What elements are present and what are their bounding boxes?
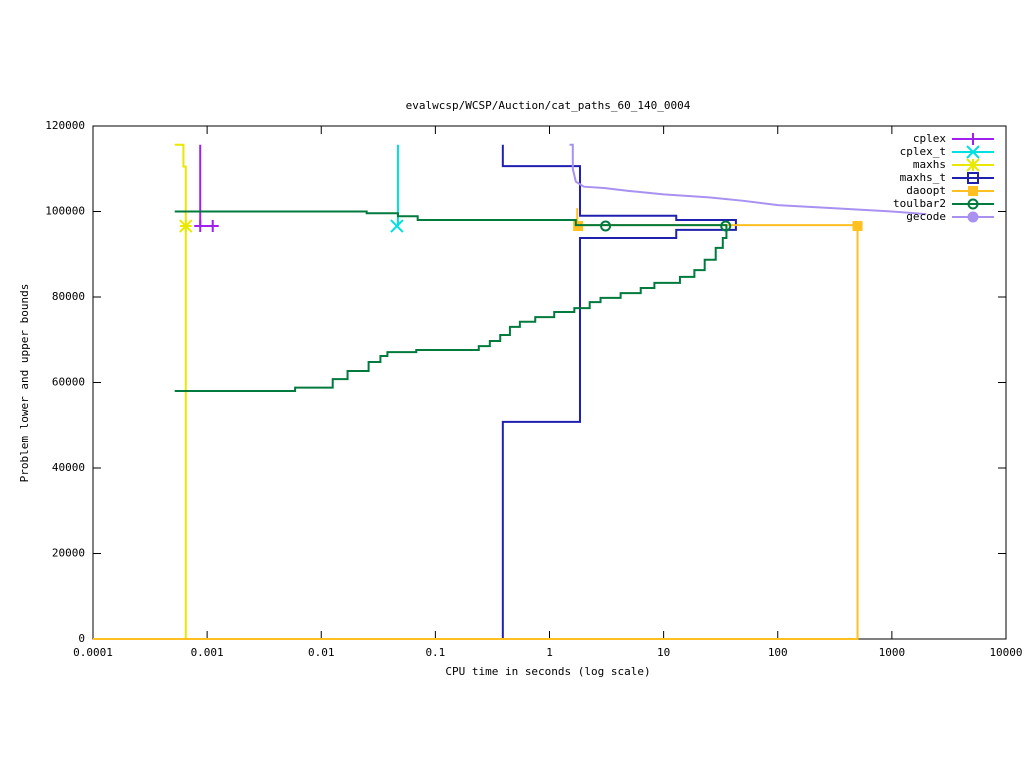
marker	[600, 220, 612, 232]
marker	[179, 219, 193, 233]
y-tick-label: 20000	[52, 547, 85, 560]
x-tick-label: 1	[546, 646, 553, 659]
marker	[967, 133, 979, 145]
marker	[852, 221, 863, 232]
y-tick-label: 100000	[45, 205, 85, 218]
x-tick-label: 0.01	[308, 646, 335, 659]
x-tick-label: 10	[657, 646, 670, 659]
y-tick-label: 60000	[52, 376, 85, 389]
marker	[967, 198, 979, 210]
legend-label: toulbar2	[893, 197, 946, 210]
x-tick-label: 1000	[879, 646, 906, 659]
series-line	[174, 210, 728, 227]
marker	[206, 220, 219, 233]
series-line	[569, 143, 927, 216]
x-tick-label: 0.0001	[73, 646, 113, 659]
y-tick-label: 80000	[52, 290, 85, 303]
marker	[966, 145, 980, 159]
legend-label: cplex	[913, 132, 946, 145]
legend-label: maxhs_t	[900, 171, 946, 184]
x-axis-label: CPU time in seconds (log scale)	[445, 665, 650, 678]
legend-label: cplex_t	[900, 145, 946, 158]
y-tick-label: 120000	[45, 119, 85, 132]
y-axis-label: Problem lower and upper bounds	[18, 284, 31, 483]
x-tick-label: 0.1	[425, 646, 445, 659]
marker	[966, 158, 980, 172]
legend-label: maxhs	[913, 158, 946, 171]
legend-label: daoopt	[906, 184, 946, 197]
y-tick-label: 40000	[52, 461, 85, 474]
marker	[968, 186, 978, 196]
series-line	[174, 143, 187, 639]
series-line	[174, 225, 728, 393]
x-tick-label: 10000	[989, 646, 1022, 659]
series-line	[93, 225, 859, 640]
chart-title: evalwcsp/WCSP/Auction/cat_paths_60_140_0…	[406, 99, 691, 112]
x-tick-label: 100	[768, 646, 788, 659]
x-tick-label: 0.001	[191, 646, 224, 659]
marker	[967, 211, 979, 223]
marker	[967, 172, 979, 184]
y-tick-label: 0	[78, 632, 85, 645]
marker	[390, 219, 404, 233]
marker	[720, 220, 732, 232]
marker	[194, 220, 207, 233]
legend-label: gecode	[906, 210, 946, 223]
series-line	[501, 144, 737, 226]
